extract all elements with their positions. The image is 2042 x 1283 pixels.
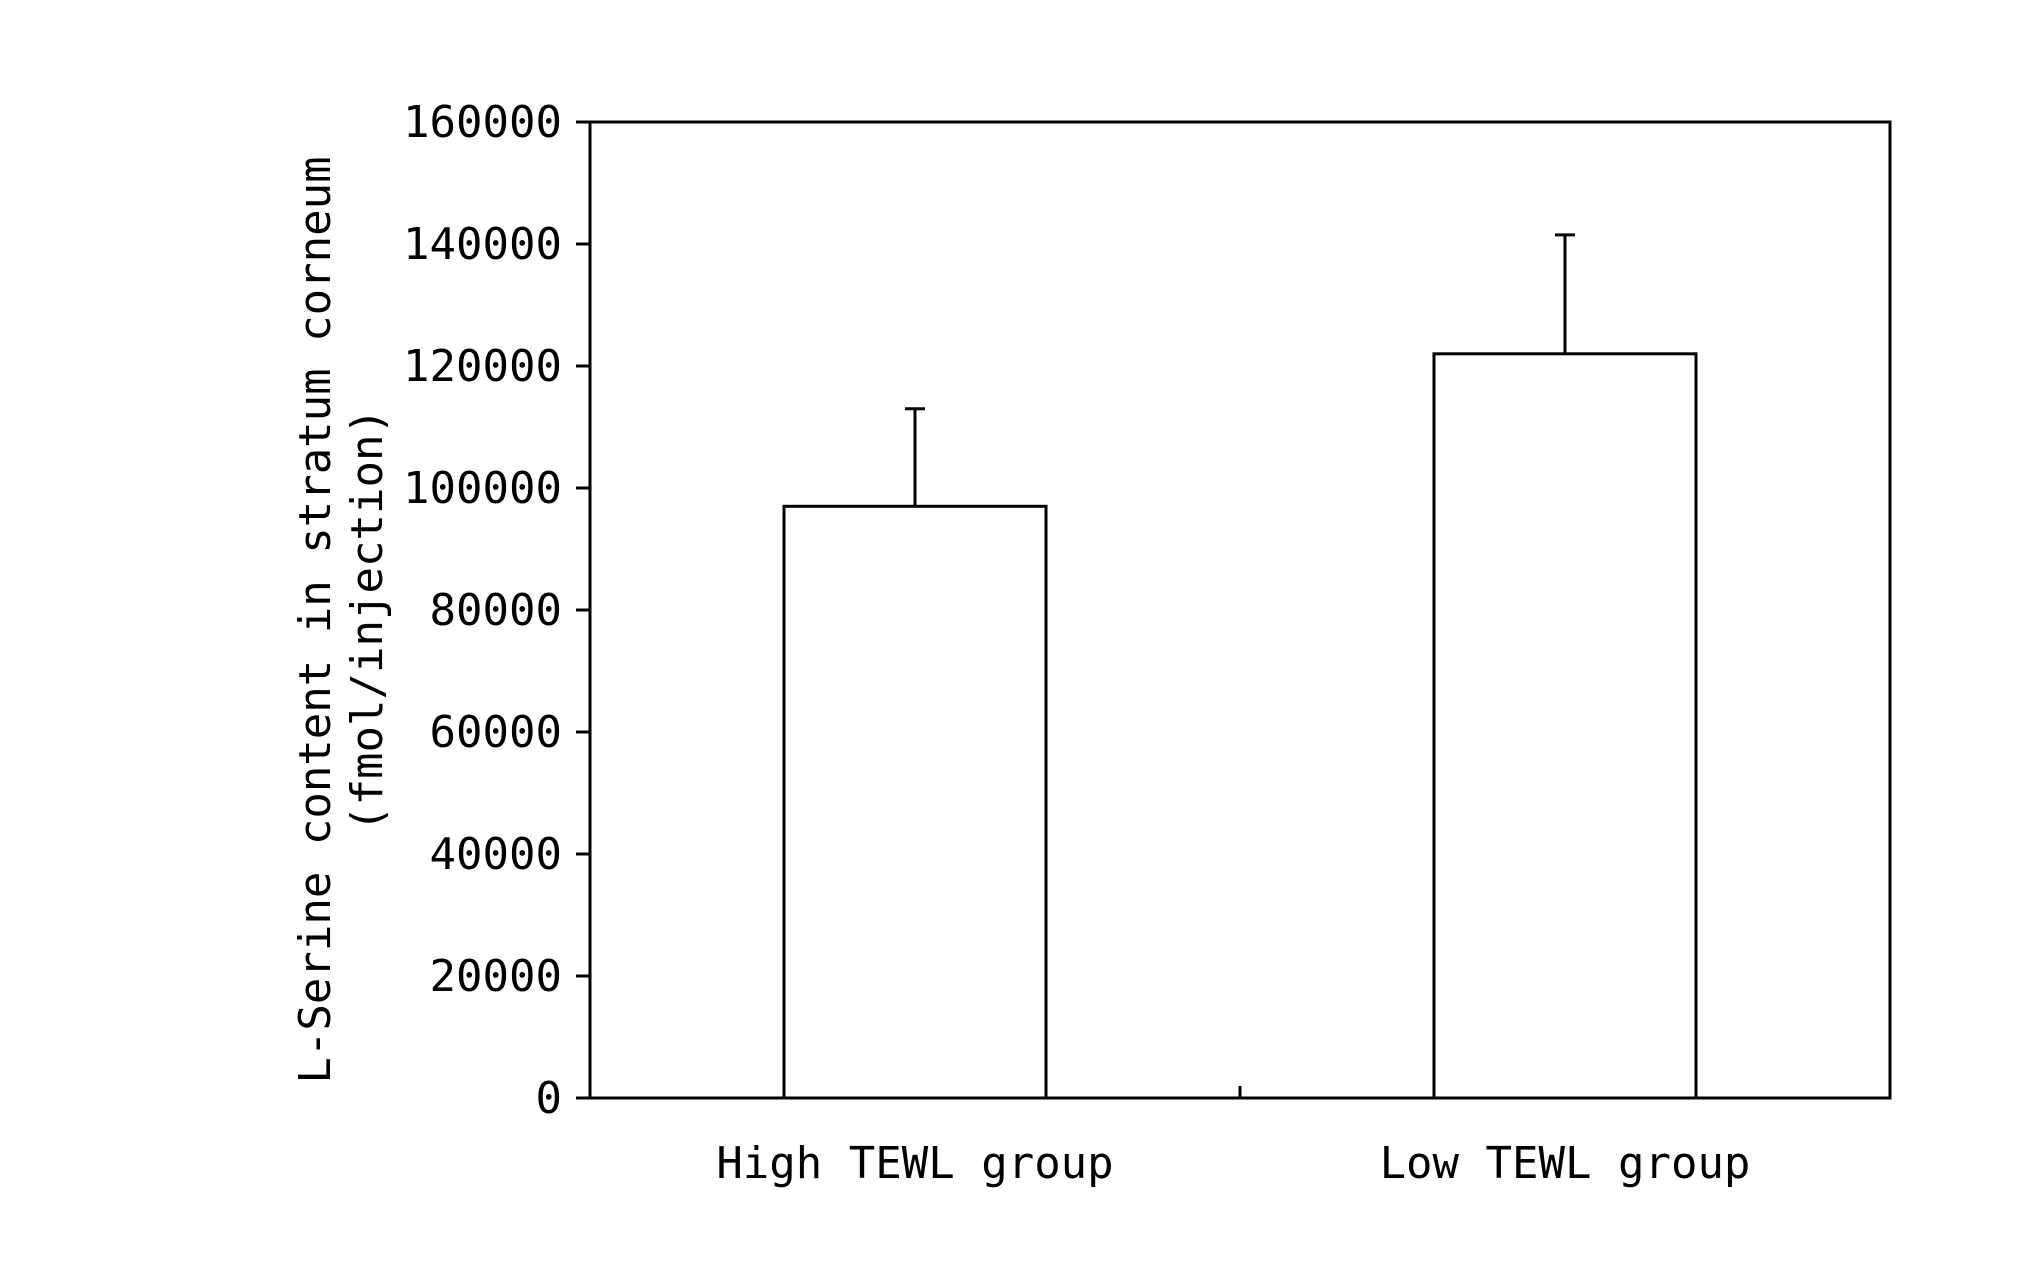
- x-category-label: High TEWL group: [716, 1138, 1113, 1189]
- y-tick-label: 80000: [430, 585, 562, 636]
- y-tick-label: 140000: [403, 219, 562, 270]
- bar-low-tewl: [1434, 354, 1696, 1098]
- y-tick-label: 120000: [403, 341, 562, 392]
- y-ticks-group: 0 20000 40000 60000 80000 100000 120000 140000 1…: [403, 97, 590, 1124]
- x-category-labels-group: High TEWL group Low TEWL group: [716, 1138, 1750, 1189]
- y-axis-title-group: L-Serine content in stratum corneum (fmo…: [290, 156, 393, 1083]
- y-axis-title: L-Serine content in stratum corneum: [290, 156, 341, 1083]
- x-category-label: Low TEWL group: [1380, 1138, 1751, 1189]
- y-tick-label: 20000: [430, 951, 562, 1002]
- y-tick-label: 60000: [430, 707, 562, 758]
- bars-group: [784, 354, 1696, 1098]
- y-tick-label: 160000: [403, 97, 562, 148]
- y-tick-label: 100000: [403, 463, 562, 514]
- y-tick-label: 40000: [430, 829, 562, 880]
- y-tick-label: 0: [536, 1073, 563, 1124]
- bar-high-tewl: [784, 506, 1046, 1098]
- y-axis-unit: (fmol/injection): [342, 408, 393, 832]
